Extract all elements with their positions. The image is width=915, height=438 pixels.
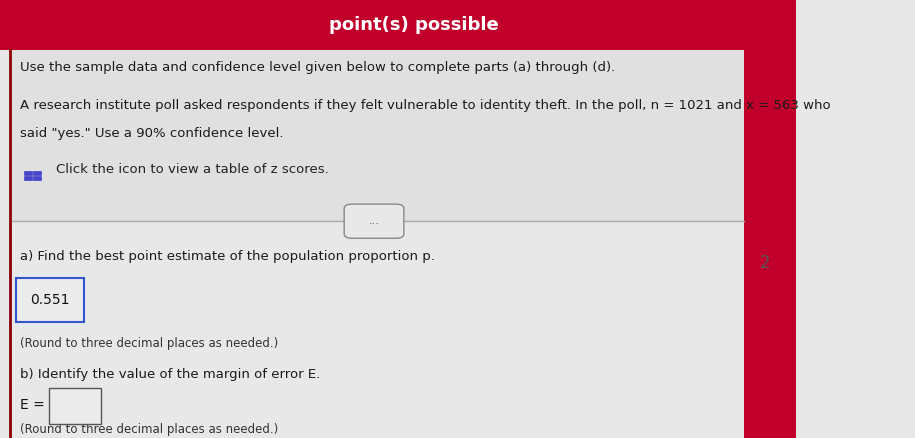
FancyBboxPatch shape (744, 0, 796, 438)
FancyBboxPatch shape (12, 50, 744, 438)
Text: ...: ... (369, 216, 380, 226)
Text: point(s) possible: point(s) possible (328, 16, 499, 34)
FancyBboxPatch shape (12, 221, 744, 438)
Text: Click the icon to view a table of z scores.: Click the icon to view a table of z scor… (56, 163, 328, 177)
Text: Use the sample data and confidence level given below to complete parts (a) throu: Use the sample data and confidence level… (20, 61, 615, 74)
Text: 2: 2 (760, 254, 770, 272)
FancyBboxPatch shape (12, 50, 744, 221)
FancyBboxPatch shape (16, 278, 83, 322)
Text: a) Find the best point estimate of the population proportion p.: a) Find the best point estimate of the p… (20, 250, 435, 263)
Text: (Round to three decimal places as needed.): (Round to three decimal places as needed… (20, 337, 278, 350)
FancyBboxPatch shape (33, 176, 40, 180)
Text: (Round to three decimal places as needed.): (Round to three decimal places as needed… (20, 423, 278, 436)
FancyBboxPatch shape (24, 171, 32, 175)
FancyBboxPatch shape (24, 176, 32, 180)
FancyBboxPatch shape (33, 171, 40, 175)
Text: said "yes." Use a 90% confidence level.: said "yes." Use a 90% confidence level. (20, 127, 284, 140)
FancyBboxPatch shape (0, 0, 796, 50)
FancyBboxPatch shape (49, 388, 101, 424)
Text: b) Identify the value of the margin of error E.: b) Identify the value of the margin of e… (20, 368, 320, 381)
Text: 0.551: 0.551 (30, 293, 70, 307)
Text: E =: E = (20, 398, 45, 412)
Text: A research institute poll asked respondents if they felt vulnerable to identity : A research institute poll asked responde… (20, 99, 831, 112)
FancyBboxPatch shape (344, 204, 404, 238)
